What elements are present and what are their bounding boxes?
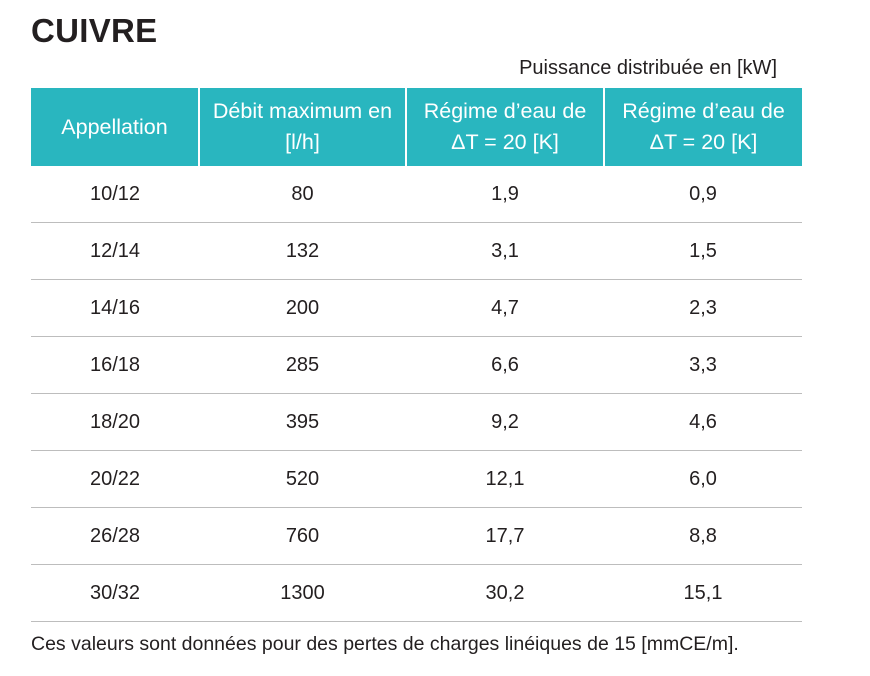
cell-regime-2: 6,0	[604, 450, 802, 508]
page-title: CUIVRE	[31, 12, 158, 49]
cell-regime-1: 12,1	[406, 450, 604, 508]
header-regime-eau-2: Régime d’eau de ΔT = 20 [K]	[603, 88, 802, 166]
cell-debit: 200	[199, 279, 406, 337]
cell-appellation: 30/32	[31, 564, 199, 622]
header-regime-eau-1: Régime d’eau de ΔT = 20 [K]	[405, 88, 604, 166]
cell-regime-2: 2,3	[604, 279, 802, 337]
cell-appellation: 18/20	[31, 393, 199, 451]
data-table: Appellation Débit maximum en [l/h] Régim…	[31, 88, 802, 622]
table-row: 18/20 395 9,2 4,6	[31, 393, 802, 451]
cell-appellation: 16/18	[31, 336, 199, 394]
table-row: 26/28 760 17,7 8,8	[31, 507, 802, 565]
table-header: Appellation Débit maximum en [l/h] Régim…	[31, 88, 802, 166]
table-row: 20/22 520 12,1 6,0	[31, 450, 802, 508]
cell-debit: 395	[199, 393, 406, 451]
table-body: 10/12 80 1,9 0,9 12/14 132 3,1 1,5 14/16…	[31, 166, 802, 622]
cell-regime-1: 1,9	[406, 166, 604, 223]
cell-regime-1: 30,2	[406, 564, 604, 622]
cell-debit: 132	[199, 222, 406, 280]
cell-debit: 1300	[199, 564, 406, 622]
cell-appellation: 14/16	[31, 279, 199, 337]
unit-caption: Puissance distribuée en [kW]	[519, 57, 777, 79]
cell-debit: 80	[199, 166, 406, 223]
cell-debit: 285	[199, 336, 406, 394]
table-row: 12/14 132 3,1 1,5	[31, 222, 802, 280]
cell-appellation: 20/22	[31, 450, 199, 508]
cell-regime-1: 3,1	[406, 222, 604, 280]
cell-regime-2: 3,3	[604, 336, 802, 394]
header-row: Appellation Débit maximum en [l/h] Régim…	[31, 88, 802, 166]
header-debit-maximum: Débit maximum en [l/h]	[198, 88, 406, 166]
cell-regime-2: 1,5	[604, 222, 802, 280]
cell-regime-1: 17,7	[406, 507, 604, 565]
cell-regime-1: 4,7	[406, 279, 604, 337]
cell-debit: 760	[199, 507, 406, 565]
cell-regime-2: 4,6	[604, 393, 802, 451]
table-row: 30/32 1300 30,2 15,1	[31, 564, 802, 622]
cell-appellation: 12/14	[31, 222, 199, 280]
table-row: 14/16 200 4,7 2,3	[31, 279, 802, 337]
cell-debit: 520	[199, 450, 406, 508]
cell-regime-2: 0,9	[604, 166, 802, 223]
footnote: Ces valeurs sont données pour des pertes…	[31, 633, 739, 655]
cell-regime-2: 8,8	[604, 507, 802, 565]
cell-regime-1: 6,6	[406, 336, 604, 394]
cell-appellation: 26/28	[31, 507, 199, 565]
cell-appellation: 10/12	[31, 166, 199, 223]
table-row: 10/12 80 1,9 0,9	[31, 166, 802, 223]
cell-regime-1: 9,2	[406, 393, 604, 451]
table-row: 16/18 285 6,6 3,3	[31, 336, 802, 394]
header-appellation: Appellation	[31, 88, 199, 166]
cell-regime-2: 15,1	[604, 564, 802, 622]
